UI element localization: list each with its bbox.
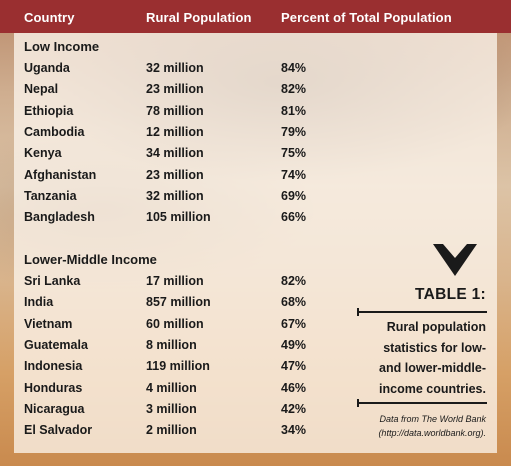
percent-cell: 34% xyxy=(281,423,307,438)
country-cell: Honduras xyxy=(24,380,83,395)
table-row: El Salvador 2 million 34% xyxy=(0,423,340,444)
rural-population-cell: 4 million xyxy=(146,380,197,395)
percent-cell: 68% xyxy=(281,295,307,310)
rural-population-cell: 119 million xyxy=(146,359,210,374)
rural-population-cell: 34 million xyxy=(146,146,204,161)
rural-population-cell: 2 million xyxy=(146,423,197,438)
column-header-percent: Percent of Total Population xyxy=(281,10,452,25)
table-row: Indonesia 119 million 47% xyxy=(0,359,340,380)
country-cell: Vietnam xyxy=(24,316,73,331)
chevron-down-icon xyxy=(433,244,477,276)
table-label: TABLE 1: xyxy=(415,286,486,303)
percent-cell: 67% xyxy=(281,316,307,331)
column-header-country: Country xyxy=(24,10,75,25)
rural-population-cell: 857 million xyxy=(146,295,211,310)
rural-population-cell: 60 million xyxy=(146,316,204,331)
caption-line: and lower-middle- xyxy=(379,361,486,375)
divider-rule xyxy=(357,399,487,407)
rural-population-cell: 78 million xyxy=(146,103,204,118)
table-row: India 857 million 68% xyxy=(0,295,340,316)
rural-population-cell: 105 million xyxy=(146,210,211,225)
country-cell: El Salvador xyxy=(24,423,93,438)
table-row: Honduras 4 million 46% xyxy=(0,381,340,402)
table-row: Ethiopia 78 million 81% xyxy=(0,104,340,125)
percent-cell: 74% xyxy=(281,167,307,182)
rural-population-cell: 32 million xyxy=(146,188,204,203)
column-header-rural-population: Rural Population xyxy=(146,10,252,25)
rural-population-cell: 32 million xyxy=(146,61,204,75)
percent-cell: 82% xyxy=(281,82,307,97)
percent-cell: 47% xyxy=(281,359,307,374)
table-row: Sri Lanka 17 million 82% xyxy=(0,274,340,295)
percent-cell: 49% xyxy=(281,337,307,352)
percent-cell: 46% xyxy=(281,380,307,395)
rural-population-cell: 23 million xyxy=(146,167,204,182)
table-row: Guatemala 8 million 49% xyxy=(0,338,340,359)
country-cell: Nepal xyxy=(24,82,59,97)
country-cell: Nicaragua xyxy=(24,401,85,416)
caption-line: income countries. xyxy=(379,381,486,396)
percent-cell: 82% xyxy=(281,274,307,288)
table-row: Cambodia 12 million 79% xyxy=(0,125,340,146)
table-row: Nicaragua 3 million 42% xyxy=(0,402,340,423)
table-row: Afghanistan 23 million 74% xyxy=(0,168,340,189)
percent-cell: 69% xyxy=(281,188,307,203)
country-cell: Afghanistan xyxy=(24,167,97,182)
percent-cell: 66% xyxy=(281,210,307,225)
table-row: Bangladesh 105 million 66% xyxy=(0,210,340,231)
country-cell: Uganda xyxy=(24,61,70,75)
table-row: Nepal 23 million 82% xyxy=(0,82,340,103)
table-row: Tanzania 32 million 69% xyxy=(0,189,340,210)
caption-line: Rural population xyxy=(386,320,486,334)
section-title-low-income: Low Income xyxy=(24,39,100,54)
country-cell: Tanzania xyxy=(24,188,77,203)
caption-line: statistics for low- xyxy=(383,340,486,355)
section-title-lower-middle-income: Lower-Middle Income xyxy=(24,252,157,267)
rural-population-cell: 23 million xyxy=(146,82,204,97)
country-cell: India xyxy=(24,295,54,310)
table-panel xyxy=(14,33,497,453)
table-row: Kenya 34 million 75% xyxy=(0,146,340,167)
country-cell: Sri Lanka xyxy=(24,274,81,288)
country-cell: Bangladesh xyxy=(24,210,95,225)
table-row: Uganda 32 million 84% xyxy=(0,61,340,82)
rural-population-cell: 8 million xyxy=(146,337,197,352)
country-cell: Indonesia xyxy=(24,359,83,374)
country-cell: Guatemala xyxy=(24,337,88,352)
table-row: Vietnam 60 million 67% xyxy=(0,317,340,338)
country-cell: Kenya xyxy=(24,146,62,161)
percent-cell: 84% xyxy=(281,61,307,75)
country-cell: Ethiopia xyxy=(24,103,74,118)
percent-cell: 75% xyxy=(281,146,307,161)
source-line: (http://data.worldbank.org). xyxy=(378,428,486,438)
percent-cell: 79% xyxy=(281,124,307,139)
source-line: Data from The World Bank xyxy=(379,414,486,424)
divider-rule xyxy=(357,308,487,316)
rural-population-cell: 12 million xyxy=(146,124,204,139)
rural-population-cell: 3 million xyxy=(146,401,197,416)
rural-population-cell: 17 million xyxy=(146,274,204,288)
percent-cell: 42% xyxy=(281,401,307,416)
country-cell: Cambodia xyxy=(24,124,85,139)
source-note: Data from The World Bank (http://data.wo… xyxy=(352,412,486,440)
table-caption: Rural population statistics for low- and… xyxy=(362,317,486,399)
table-header-bar: Country Rural Population Percent of Tota… xyxy=(0,0,511,33)
percent-cell: 81% xyxy=(281,103,307,118)
